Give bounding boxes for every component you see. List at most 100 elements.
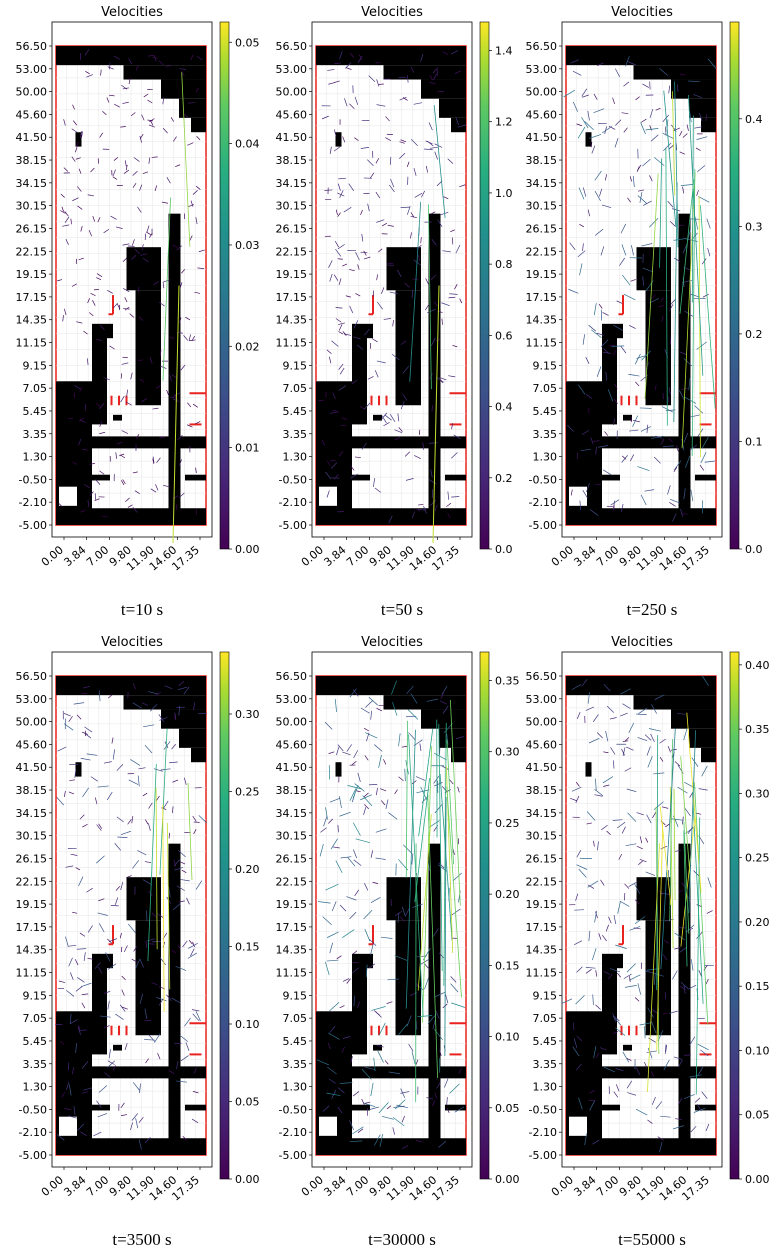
x-tick-label: 3.84 bbox=[571, 543, 598, 569]
velocity-arrow bbox=[328, 260, 333, 268]
velocity-arrow bbox=[116, 816, 124, 823]
solid-obstacle bbox=[383, 695, 466, 710]
solid-obstacle bbox=[123, 65, 206, 80]
velocity-arrow bbox=[121, 1006, 128, 1010]
velocity-arrow bbox=[81, 993, 89, 995]
velocity-arrow bbox=[68, 791, 75, 795]
velocity-arrow bbox=[687, 984, 697, 990]
velocity-arrow bbox=[572, 101, 579, 112]
velocity-arrow bbox=[407, 709, 419, 720]
velocity-arrow bbox=[82, 823, 88, 828]
velocity-arrow bbox=[192, 815, 197, 822]
velocity-arrow bbox=[375, 158, 380, 164]
velocity-arrow bbox=[625, 55, 630, 67]
velocity-arrow bbox=[657, 1136, 664, 1141]
y-tick-label: 7.05 bbox=[23, 382, 48, 395]
velocity-arrow bbox=[389, 291, 398, 295]
velocity-arrow bbox=[634, 997, 640, 1002]
velocity-arrow bbox=[137, 206, 142, 213]
velocity-arrow bbox=[667, 485, 671, 495]
velocity-arrow bbox=[603, 684, 611, 692]
colorbar-tick-label: 0.04 bbox=[235, 138, 260, 151]
velocity-arrow bbox=[363, 727, 370, 732]
velocity-arrow bbox=[326, 1092, 341, 1096]
velocity-arrow bbox=[351, 379, 358, 385]
x-tick-label: 3.84 bbox=[571, 1173, 598, 1199]
velocity-arrow bbox=[76, 141, 79, 147]
velocity-arrow bbox=[677, 84, 679, 93]
velocity-arrow bbox=[632, 175, 635, 188]
velocity-arrow bbox=[120, 373, 123, 379]
velocity-arrow bbox=[191, 1009, 200, 1012]
velocity-arrow bbox=[416, 955, 427, 958]
opening bbox=[59, 1116, 77, 1136]
velocity-arrow bbox=[148, 55, 154, 57]
velocity-arrow bbox=[185, 1042, 190, 1051]
velocity-arrow bbox=[626, 746, 634, 751]
velocity-arrow bbox=[121, 430, 129, 434]
velocity-arrow bbox=[117, 836, 128, 838]
velocity-arrow bbox=[169, 374, 172, 382]
velocity-arrow bbox=[178, 850, 186, 858]
velocity-arrow bbox=[419, 743, 422, 751]
velocity-arrow bbox=[169, 761, 178, 764]
velocity-arrow bbox=[650, 733, 655, 743]
velocity-arrow bbox=[447, 513, 451, 518]
velocity-arrow bbox=[83, 732, 92, 739]
y-tick-label: -5.00 bbox=[19, 1149, 47, 1162]
velocity-arrow bbox=[187, 102, 195, 104]
velocity-arrow bbox=[621, 112, 629, 115]
colorbar bbox=[479, 21, 490, 550]
solid-obstacle bbox=[107, 323, 113, 339]
velocity-arrow bbox=[320, 827, 327, 833]
velocity-arrow bbox=[149, 124, 155, 128]
velocity-arrow bbox=[404, 282, 410, 288]
velocity-arrow bbox=[160, 768, 171, 771]
velocity-arrow bbox=[693, 94, 702, 98]
velocity-arrow bbox=[364, 883, 369, 891]
velocity-arrow bbox=[691, 757, 699, 767]
velocity-arrow bbox=[626, 963, 636, 973]
velocity-arrow bbox=[394, 955, 408, 961]
y-tick-label: 38.15 bbox=[16, 784, 48, 797]
velocity-arrow bbox=[441, 786, 448, 793]
velocity-arrow bbox=[697, 1066, 704, 1077]
velocity-arrow bbox=[124, 1043, 128, 1050]
velocity-arrow bbox=[612, 819, 623, 821]
velocity-arrow bbox=[198, 815, 208, 824]
velocity-arrow bbox=[643, 200, 652, 206]
velocity-arrow bbox=[415, 1020, 418, 1030]
velocity-arrow bbox=[148, 802, 153, 809]
velocity-arrow bbox=[154, 55, 157, 62]
velocity-arrow bbox=[178, 686, 188, 691]
colorbar-tick-label: 0.05 bbox=[495, 1102, 520, 1115]
velocity-arrow bbox=[440, 692, 444, 699]
velocity-arrow bbox=[431, 405, 433, 412]
x-tick-label: 0.00 bbox=[299, 543, 326, 569]
velocity-arrow bbox=[130, 759, 141, 766]
velocity-arrow bbox=[336, 955, 342, 960]
velocity-arrow bbox=[73, 1106, 76, 1116]
y-tick-label: 30.15 bbox=[526, 830, 558, 843]
colorbar-tick-label: 0.10 bbox=[495, 1031, 520, 1044]
velocity-arrow bbox=[454, 1106, 465, 1113]
velocity-arrow bbox=[171, 997, 181, 1004]
velocity-arrow bbox=[651, 704, 657, 714]
solid-obstacle bbox=[701, 747, 716, 763]
velocity-arrow bbox=[79, 387, 83, 392]
solid-obstacle bbox=[331, 1066, 466, 1079]
velocity-arrow bbox=[81, 1091, 89, 1094]
velocity-arrow bbox=[86, 74, 93, 78]
velocity-arrow bbox=[449, 1083, 460, 1094]
velocity-arrow bbox=[107, 1060, 116, 1068]
velocity-arrow bbox=[154, 185, 158, 192]
velocity-arrow bbox=[329, 1001, 340, 1012]
velocity-arrow bbox=[384, 414, 392, 421]
velocity-arrow bbox=[606, 705, 615, 713]
velocity-arrow bbox=[598, 445, 609, 448]
velocity-arrow bbox=[60, 1040, 65, 1045]
velocity-arrow bbox=[120, 881, 124, 890]
velocity-arrow bbox=[137, 850, 147, 856]
velocity-arrow bbox=[350, 465, 355, 471]
velocity-arrow bbox=[346, 896, 357, 901]
